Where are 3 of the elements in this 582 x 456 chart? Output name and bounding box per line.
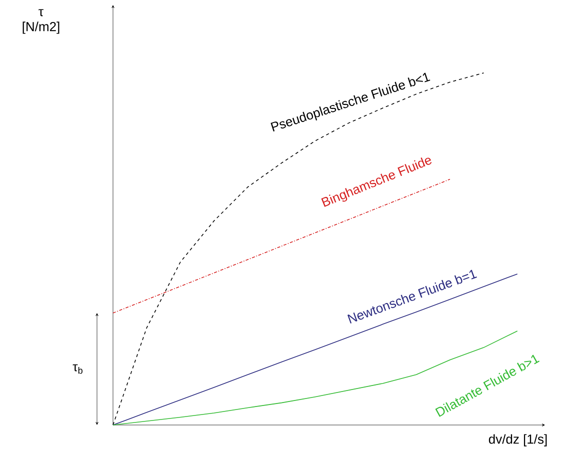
text: τ [N/m2]	[22, 9, 60, 34]
text: τ$_{b}$	[72, 364, 82, 374]
x-axis-title: dv/dz [1/s]	[488, 434, 547, 446]
